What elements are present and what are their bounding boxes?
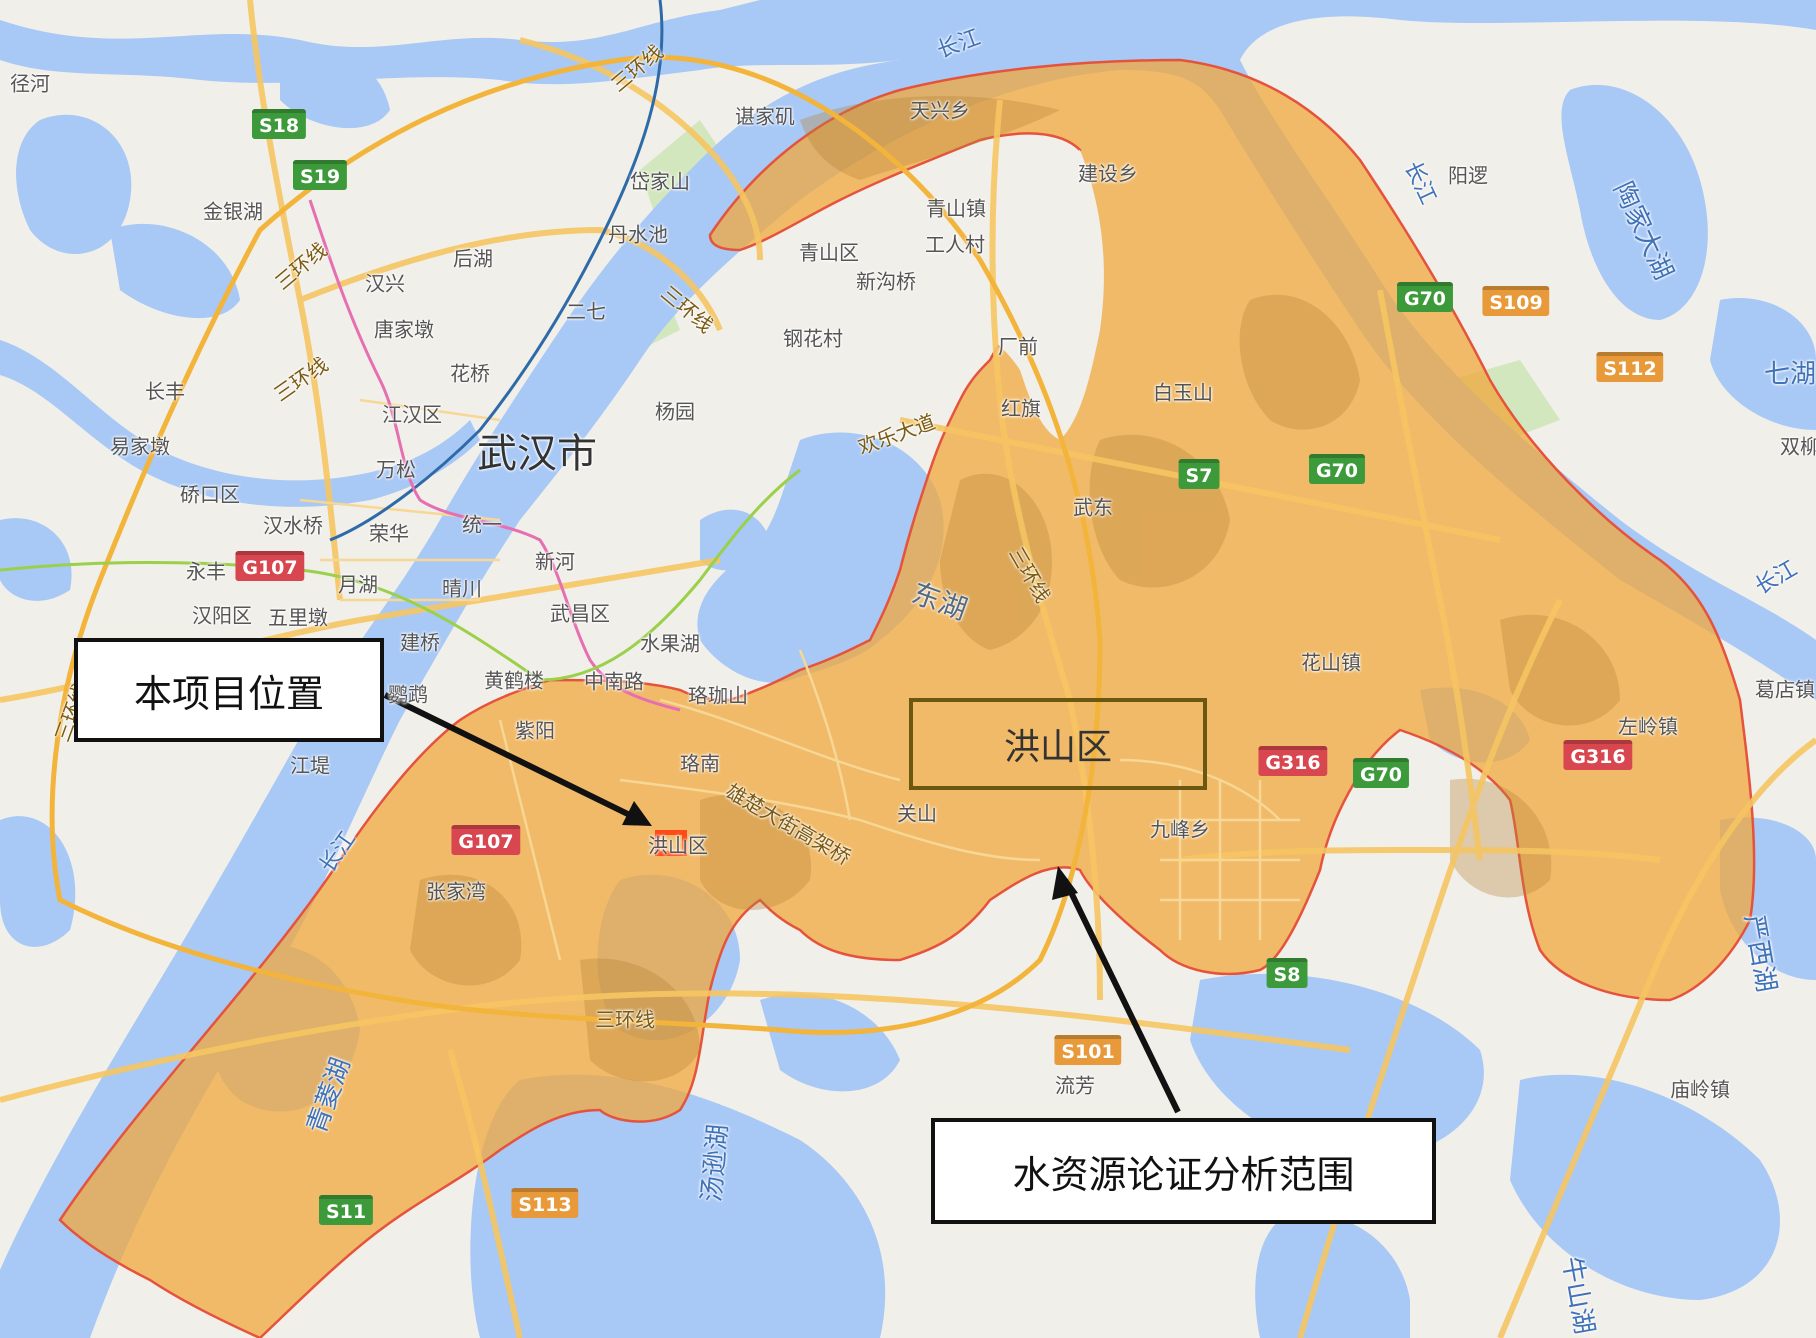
analysis-range-callout: 水资源论证分析范围	[931, 1118, 1436, 1224]
place-label: 建桥	[400, 630, 440, 655]
place-label: 统一	[462, 512, 502, 537]
place-label: 岱家山	[630, 169, 690, 194]
place-label: 易家墩	[110, 434, 170, 459]
project-location-marker[interactable]	[655, 830, 687, 856]
place-label: 珞珈山	[688, 683, 748, 708]
place-label: 武昌区	[550, 601, 610, 626]
highway-shield: S11	[318, 1195, 374, 1225]
place-label: 张家湾	[426, 879, 486, 904]
project-location-callout: 本项目位置	[74, 638, 384, 742]
place-label: 珞南	[680, 751, 720, 776]
place-label: 汉阳区	[192, 603, 252, 628]
place-label: 紫阳	[515, 718, 555, 743]
place-label: 花桥	[450, 361, 490, 386]
place-label: 杨园	[655, 399, 695, 424]
place-label: 厂前	[998, 334, 1038, 359]
place-label: 青山镇	[926, 196, 986, 221]
place-label: 汉水桥	[263, 513, 323, 538]
project-location-callout-text: 本项目位置	[133, 671, 324, 716]
hongshan-district-area	[58, 58, 1756, 1338]
place-label: 关山	[897, 801, 937, 826]
place-label: 九峰乡	[1150, 817, 1210, 842]
place-label: 后湖	[453, 246, 493, 271]
place-label: 鹦鹉	[388, 682, 428, 707]
callout-arrows	[383, 692, 1181, 1114]
han-river	[0, 340, 480, 507]
district-label-box: 洪山区	[909, 698, 1207, 790]
place-label: 洪山区	[648, 833, 708, 858]
place-label: 建设乡	[1078, 161, 1138, 186]
place-label: 葛店镇	[1755, 677, 1815, 702]
place-label: 荣华	[369, 521, 409, 546]
place-label: 万松	[376, 457, 416, 482]
place-label: 武东	[1073, 495, 1113, 520]
highway-shield: G316	[1563, 740, 1633, 770]
place-label: 白玉山	[1153, 380, 1213, 405]
place-label: 唐家墩	[374, 317, 434, 342]
place-label: 黄鹤楼	[484, 668, 544, 693]
place-label: 二七	[566, 299, 606, 324]
place-label: 红旗	[1001, 396, 1041, 421]
highway-shield: G107	[451, 825, 521, 855]
highway-shield: G107	[235, 551, 305, 581]
place-label: 径河	[10, 71, 50, 96]
place-label: 丹水池	[608, 222, 668, 247]
district-label: 洪山区	[1003, 727, 1112, 768]
place-label: 永丰	[186, 559, 226, 584]
place-label: 长丰	[145, 379, 185, 404]
place-label: 新河	[535, 549, 575, 574]
place-label: 江汉区	[382, 402, 442, 427]
highway-shield: S8	[1266, 958, 1308, 988]
highway-shield: S19	[292, 160, 348, 190]
place-label: 谌家矶	[735, 104, 795, 129]
place-label: 左岭镇	[1618, 714, 1678, 739]
city-label: 武汉市	[477, 431, 597, 477]
highway-shield: G316	[1258, 746, 1328, 776]
place-label: 花山镇	[1301, 650, 1361, 675]
place-label: 水果湖	[640, 631, 700, 656]
place-label: 新沟桥	[856, 269, 916, 294]
place-label: 庙岭镇	[1670, 1077, 1730, 1102]
place-label: 天兴乡	[910, 98, 970, 123]
highway-shield: S101	[1054, 1035, 1122, 1065]
place-label: 钢花村	[783, 326, 843, 351]
place-label: 青山区	[799, 240, 859, 265]
place-label: 江堤	[290, 753, 330, 778]
highway-shield: S18	[251, 109, 307, 139]
highway-shield: S112	[1596, 352, 1664, 382]
highway-shield: G70	[1352, 758, 1410, 788]
place-label: 五里墩	[268, 605, 328, 630]
highway-shield: S109	[1482, 286, 1550, 316]
place-label: 双柳	[1780, 434, 1816, 459]
place-label: 金银湖	[203, 199, 263, 224]
highway-shield: G70	[1396, 282, 1454, 312]
place-label: 阳逻	[1448, 163, 1488, 188]
place-label: 汉兴	[365, 271, 405, 296]
road-label: 三环线	[595, 1007, 655, 1032]
third-ring-road	[49, 54, 1103, 1035]
analysis-range-callout-text: 水资源论证分析范围	[1012, 1152, 1355, 1197]
water-label: 汤逊湖	[697, 1123, 734, 1204]
place-label: 流芳	[1055, 1073, 1095, 1098]
highway-shield: G70	[1308, 454, 1366, 484]
water-label: 七湖	[1763, 359, 1816, 390]
place-label: 月湖	[338, 572, 378, 597]
highway-shield: S113	[511, 1188, 579, 1218]
place-label: 中南路	[584, 669, 644, 694]
highway-shield: S7	[1178, 459, 1220, 489]
place-label: 晴川	[442, 576, 482, 601]
place-label: 工人村	[925, 232, 985, 257]
place-label: 硚口区	[180, 482, 240, 507]
